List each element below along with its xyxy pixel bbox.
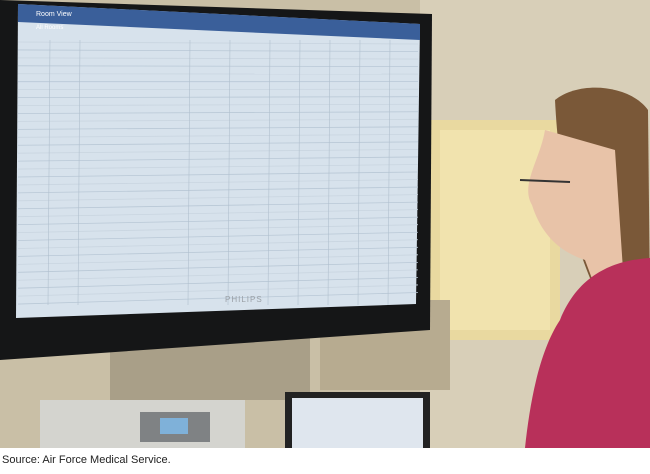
screen-row-line [17, 118, 419, 122]
glasses [519, 179, 571, 183]
screen-row-line [17, 156, 419, 162]
screen-header [18, 4, 420, 40]
screen-row-line [17, 224, 419, 233]
screen-column-line [267, 39, 271, 306]
screen-row-line [17, 239, 419, 249]
screen-column-line [297, 39, 301, 306]
caption: Source: Air Force Medical Service. [2, 454, 171, 466]
screen-row-line [17, 111, 419, 114]
screen-row-line [17, 179, 419, 186]
screen-column-line [387, 39, 391, 306]
face [528, 130, 625, 300]
screen-row-line [17, 201, 419, 210]
screen-column-line [327, 39, 331, 306]
screen-row-line [17, 164, 419, 170]
screen-filter: All Rooms [36, 25, 63, 31]
laptop-screen [292, 398, 423, 448]
screen-row-line [17, 49, 419, 52]
screen-row-line [17, 96, 419, 98]
screen-column-line [47, 39, 51, 306]
shirt [525, 258, 650, 448]
screen-row-line [17, 246, 419, 257]
screen-row-line [17, 277, 419, 289]
screen-row-line [17, 186, 419, 194]
screen-column-line [227, 39, 231, 306]
photo: Room View All Rooms PHILIPS [0, 0, 650, 448]
screen-row-line [17, 269, 419, 281]
screen-row-line [17, 149, 419, 154]
monitor-brand: PHILIPS [225, 295, 263, 304]
screen-row-line [17, 126, 419, 130]
screen-row-line [17, 41, 419, 45]
screen-row-line [17, 209, 419, 218]
screen-row-line [17, 284, 419, 297]
screen-row-line [17, 57, 419, 60]
screen-row-line [17, 261, 419, 273]
screen-column-line [357, 39, 361, 306]
printer-display [160, 418, 188, 434]
screen-row-line [17, 103, 419, 106]
screen-row-line [17, 216, 419, 226]
screen-column-line [77, 39, 81, 306]
monitor-screen [16, 4, 420, 318]
window-glass [440, 130, 550, 330]
screen-tab: Room View [36, 11, 73, 18]
screen-row-line [17, 133, 419, 138]
screen-row-line [17, 292, 419, 305]
screen-row-line [17, 194, 419, 202]
screen-column-line [187, 39, 191, 306]
screen-row-line [17, 65, 419, 67]
screen-row-line [17, 254, 419, 265]
screen-row-line [17, 231, 419, 241]
screen-row-line [17, 171, 419, 178]
screen-rows [17, 39, 419, 306]
screen-row-line [17, 141, 419, 146]
